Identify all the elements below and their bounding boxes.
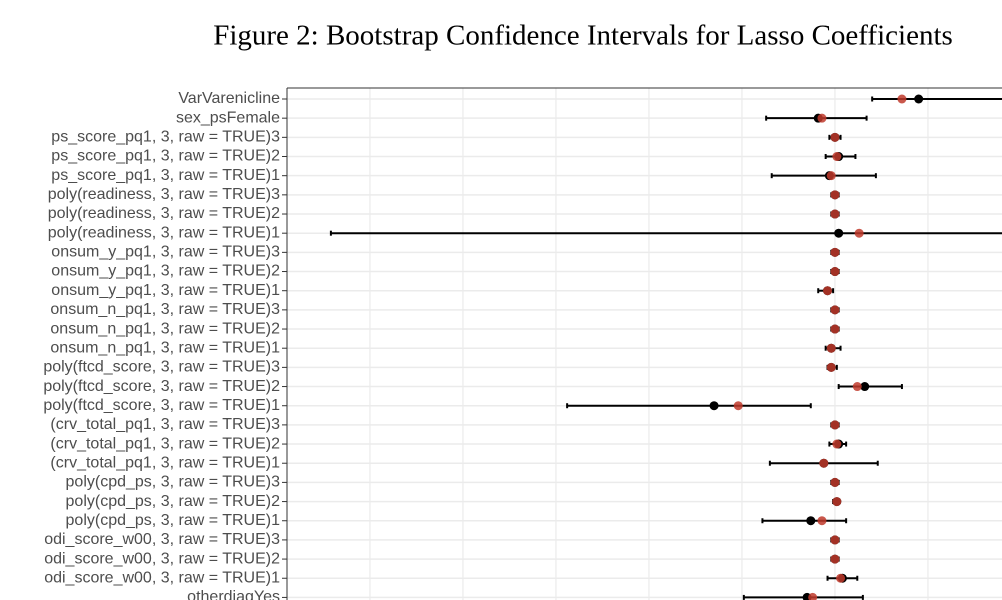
y-tick-label: poly(readiness, 3, raw = TRUE)2: [48, 205, 280, 222]
point: [806, 516, 816, 526]
y-tick-label: (crv_total_pq1, 3, raw = TRUE)1: [50, 454, 280, 471]
point: [830, 554, 840, 564]
y-tick-label: poly(ftcd_score, 3, raw = TRUE)2: [43, 378, 280, 395]
y-tick-label: poly(ftcd_score, 3, raw = TRUE)1: [43, 397, 280, 414]
y-tick-label: (crv_total_pq1, 3, raw = TRUE)3: [50, 416, 280, 433]
point: [852, 382, 862, 392]
point: [817, 516, 827, 526]
y-tick-label: onsum_y_pq1, 3, raw = TRUE)1: [51, 282, 280, 299]
point: [836, 573, 846, 583]
point: [830, 190, 840, 200]
y-tick-label: onsum_y_pq1, 3, raw = TRUE)3: [51, 244, 280, 261]
y-tick-label: VarVarenicline: [178, 90, 280, 107]
y-tick-label: onsum_y_pq1, 3, raw = TRUE)2: [51, 263, 280, 280]
point: [854, 228, 864, 238]
point: [832, 439, 842, 449]
y-tick-label: otherdiagYes: [187, 589, 280, 600]
y-tick-label: (crv_total_pq1, 3, raw = TRUE)2: [50, 435, 280, 452]
point: [897, 94, 907, 104]
y-tick-label: onsum_n_pq1, 3, raw = TRUE)3: [50, 301, 280, 318]
point: [808, 592, 818, 600]
point: [832, 152, 842, 162]
y-tick-label: poly(cpd_ps, 3, raw = TRUE)1: [66, 512, 281, 529]
point: [709, 401, 719, 411]
point: [830, 247, 840, 257]
point: [830, 420, 840, 430]
chart-title: Figure 2: Bootstrap Confidence Intervals…: [213, 20, 953, 52]
point: [817, 113, 827, 123]
point: [826, 362, 836, 372]
y-tick-label: poly(cpd_ps, 3, raw = TRUE)2: [66, 493, 281, 510]
point: [733, 401, 743, 411]
point: [826, 343, 836, 353]
point: [823, 286, 833, 296]
y-tick-label: onsum_n_pq1, 3, raw = TRUE)1: [50, 339, 280, 356]
point: [830, 477, 840, 487]
y-tick-label: ps_score_pq1, 3, raw = TRUE)1: [51, 167, 280, 184]
point: [830, 305, 840, 315]
point: [830, 324, 840, 334]
y-tick-label: poly(cpd_ps, 3, raw = TRUE)3: [66, 474, 281, 491]
point: [834, 228, 844, 238]
point: [819, 458, 829, 468]
point: [832, 497, 842, 507]
y-tick-label: odi_score_w00, 3, raw = TRUE)2: [44, 550, 280, 567]
y-tick-label: onsum_n_pq1, 3, raw = TRUE)2: [50, 320, 280, 337]
y-tick-label: poly(readiness, 3, raw = TRUE)1: [48, 224, 280, 241]
point: [830, 132, 840, 142]
point: [860, 382, 870, 392]
y-tick-label: ps_score_pq1, 3, raw = TRUE)3: [51, 129, 280, 146]
y-tick-label: poly(readiness, 3, raw = TRUE)3: [48, 186, 280, 203]
y-tick-label: odi_score_w00, 3, raw = TRUE)3: [44, 531, 280, 548]
y-tick-label: ps_score_pq1, 3, raw = TRUE)2: [51, 148, 280, 165]
point: [830, 267, 840, 277]
point: [830, 535, 840, 545]
y-tick-label: poly(ftcd_score, 3, raw = TRUE)3: [43, 359, 280, 376]
y-tick-label: odi_score_w00, 3, raw = TRUE)1: [44, 569, 280, 586]
y-tick-label: sex_psFemale: [176, 109, 280, 126]
point: [914, 94, 924, 104]
point: [826, 171, 836, 181]
point: [830, 209, 840, 219]
